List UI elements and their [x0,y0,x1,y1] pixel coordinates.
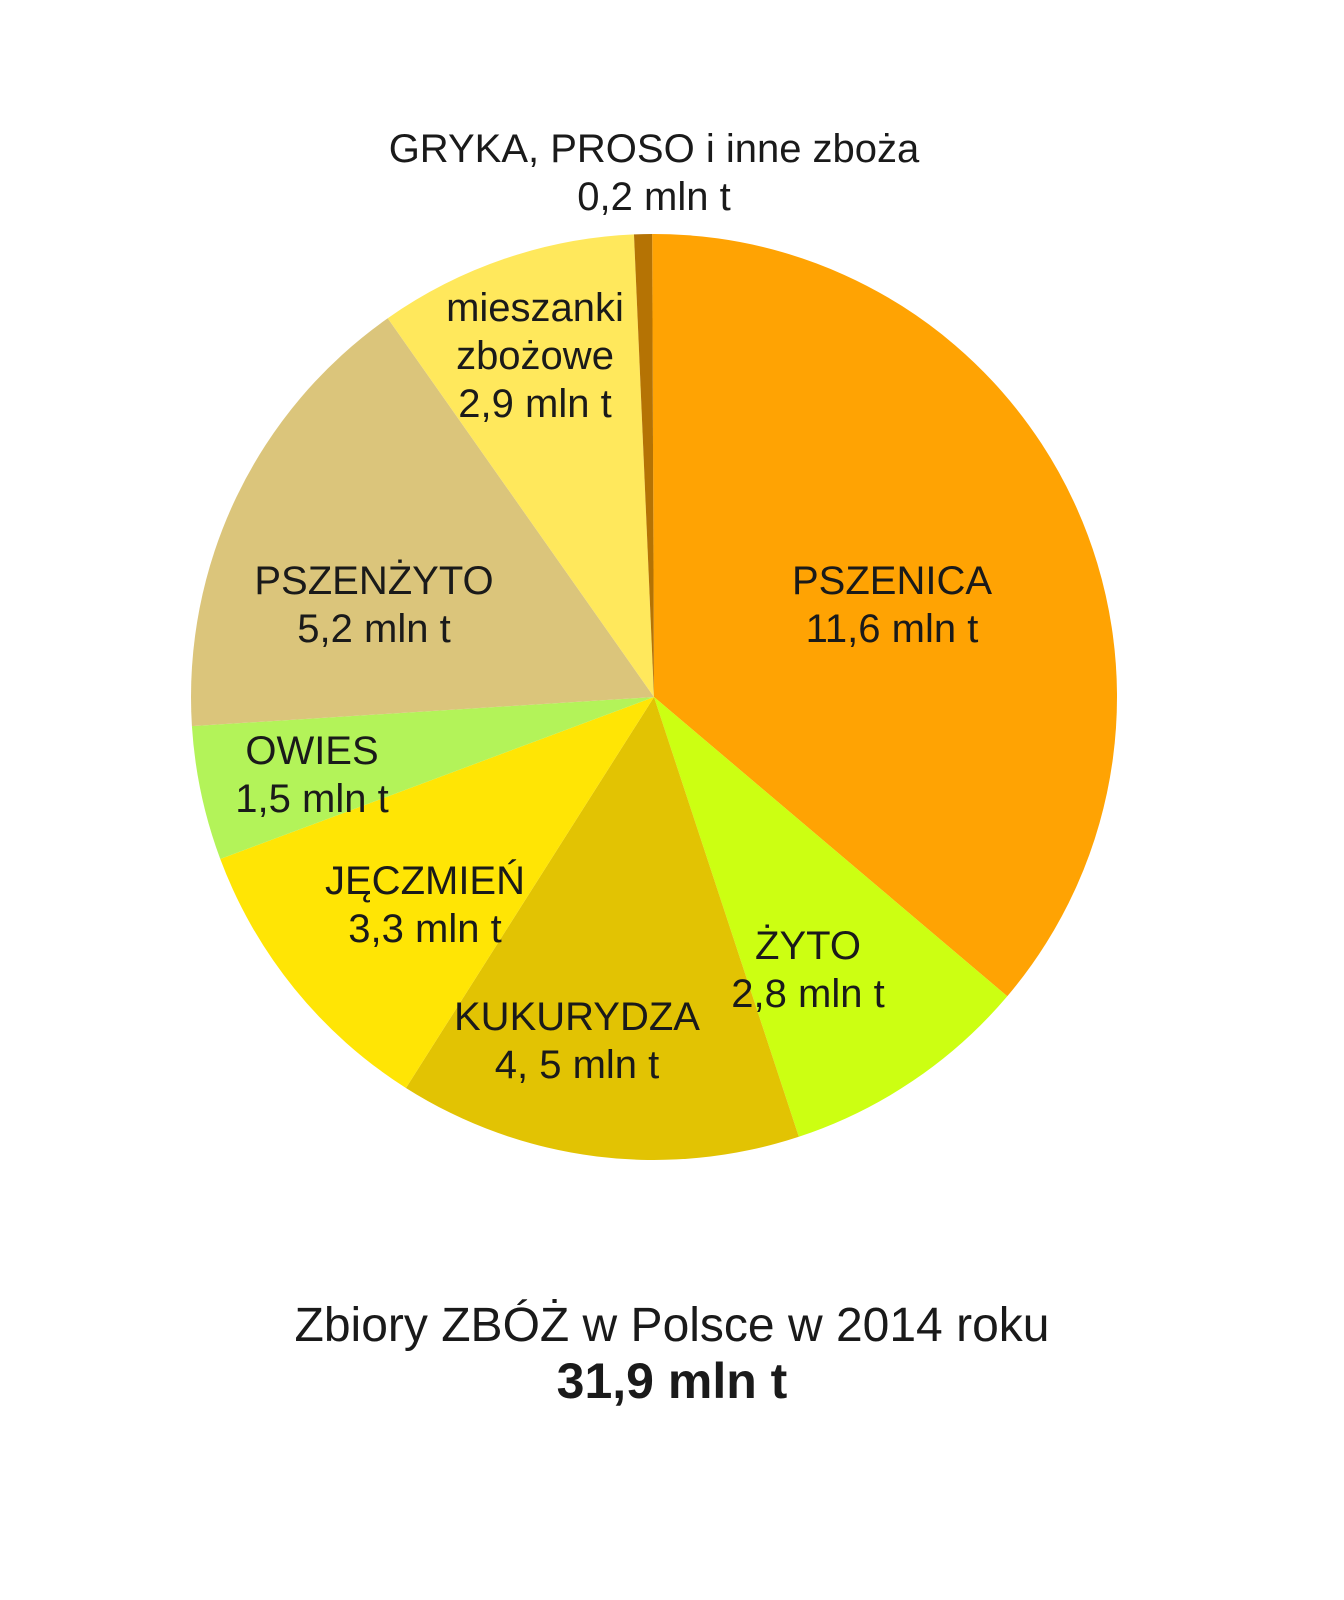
slice-label-line: 1,5 mln t [235,777,388,821]
pie-slice-owies [191,697,655,859]
slice-label-line: 0,2 mln t [577,175,730,219]
slice-label-line: GRYKA, PROSO i inne zboża [389,127,920,171]
slice-label-line: 2,9 mln t [458,382,611,426]
pie-slice-kukurydza [405,697,799,1160]
pie-slice-pszenica [652,233,1118,997]
slice-labels: PSZENICA 11,6 mln t ŻYTO 2,8 mln t KUKURYDZA… [235,127,992,1087]
slice-label-line: 3,3 mln t [348,907,501,951]
slice-label-line: ŻYTO [755,923,861,968]
slice-label-kukurydza: KUKURYDZA 4, 5 mln t [454,995,700,1087]
slice-label-owies: OWIES 1,5 mln t [235,729,388,821]
slice-label-line: mieszanki [446,286,624,330]
pie-slice-gryka-proso-i-inne-zboza [633,234,654,697]
slice-label-line: PSZENŻYTO [254,558,493,603]
slice-label-pszenica: PSZENICA 11,6 mln t [792,559,992,651]
slice-label-pszenzyto: PSZENŻYTO 5,2 mln t [254,558,493,651]
slice-label-line: 4, 5 mln t [495,1043,660,1087]
slice-label-line: 11,6 mln t [806,607,979,651]
slice-label-line: 5,2 mln t [297,607,450,651]
chart-title: Zbiory ZBÓŻ w Polsce w 2014 roku [294,1299,1050,1352]
slice-label-line: zbożowe [456,334,614,378]
slice-label-gryka-proso-i-inne-zboza: GRYKA, PROSO i inne zboża 0,2 mln t [389,127,920,219]
slice-label-line: JĘCZMIEŃ [325,858,525,903]
slice-label-mieszanki-zbozowe: mieszanki zbożowe 2,9 mln t [446,286,624,426]
slice-label-zyto: ŻYTO 2,8 mln t [731,923,884,1016]
pie-slice-pszenzyto [191,318,654,727]
pie-slice-jeczmien [220,697,654,1088]
slice-label-line: OWIES [245,729,378,773]
pie-slices [191,233,1118,1160]
slice-label-line: KUKURYDZA [454,995,700,1039]
slice-label-jeczmien: JĘCZMIEŃ 3,3 mln t [325,858,525,951]
pie-slice-zyto [654,697,1008,1137]
slice-label-line: 2,8 mln t [731,972,884,1016]
pie-slice-mieszanki-zbozowe [387,234,654,697]
chart-total: 31,9 mln t [556,1353,788,1409]
slice-label-line: PSZENICA [792,559,992,603]
